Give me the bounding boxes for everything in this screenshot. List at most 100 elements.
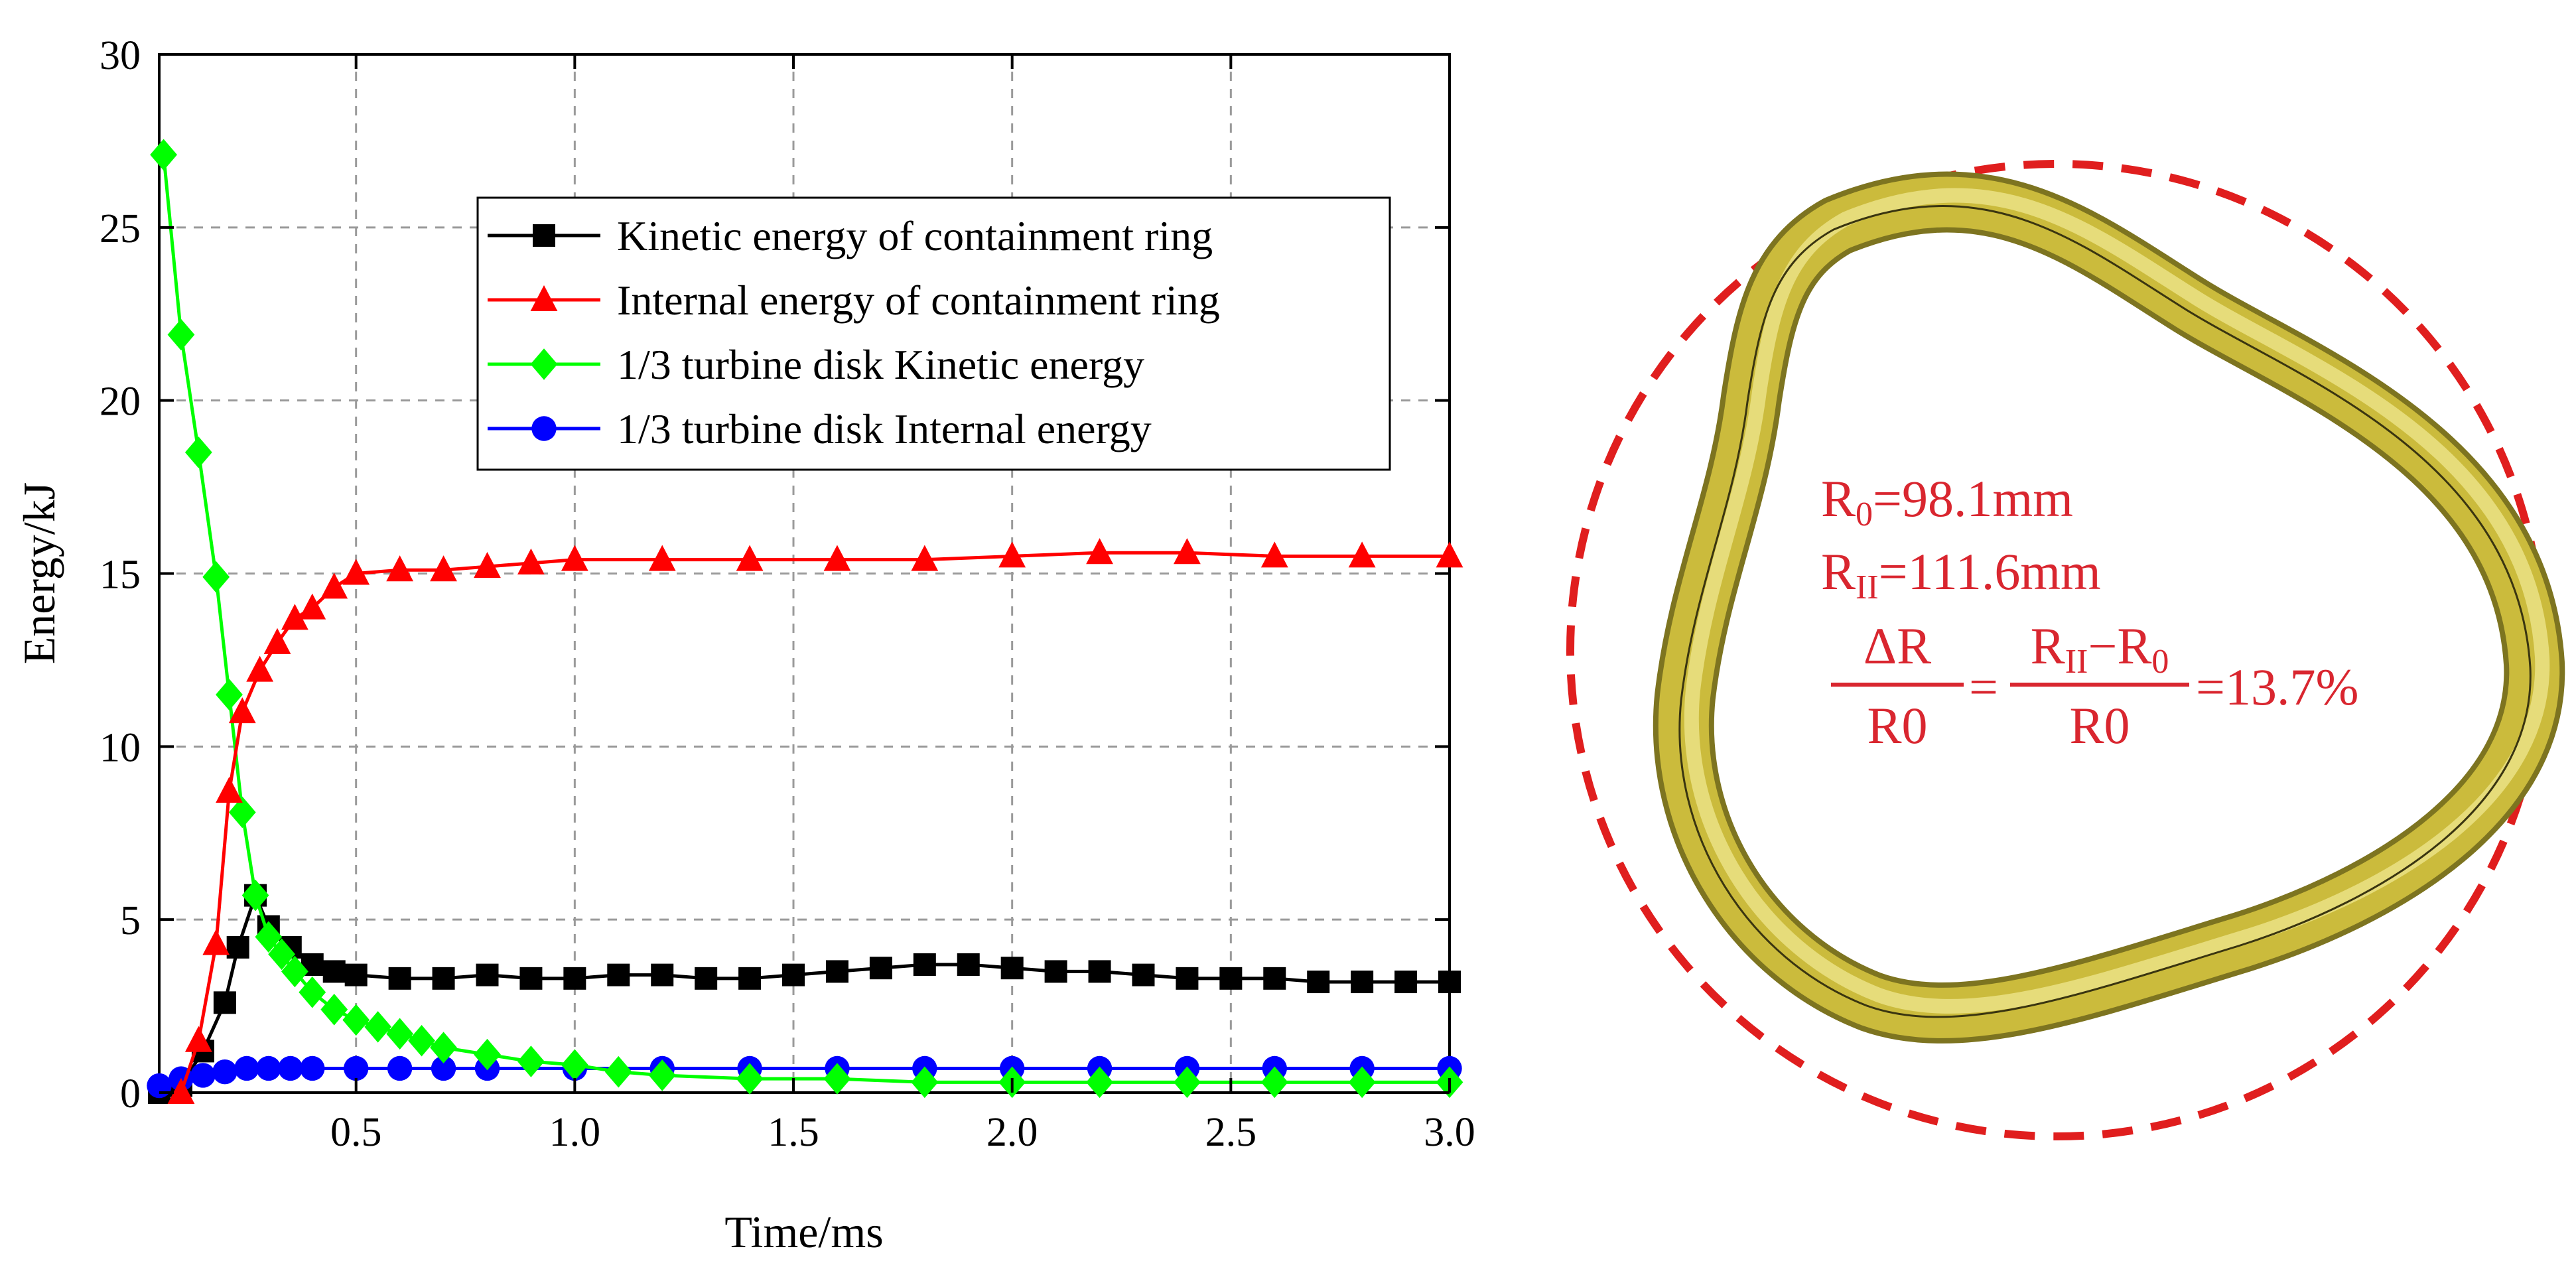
y-tick-label: 5 (120, 898, 141, 943)
data-point (911, 545, 939, 571)
data-point (255, 921, 283, 953)
data-point (869, 957, 892, 980)
x-tick-label: 1.0 (549, 1110, 601, 1155)
data-point (1436, 541, 1463, 568)
data-point (476, 963, 499, 986)
data-point (823, 1063, 851, 1095)
data-point (342, 559, 370, 585)
data-point (1086, 1066, 1113, 1099)
data-point (281, 604, 308, 630)
data-point (823, 545, 851, 571)
legend-label: Kinetic energy of containment ring (617, 212, 1213, 259)
data-point (561, 545, 588, 571)
data-point (184, 437, 212, 468)
data-point (343, 1055, 369, 1081)
data-point (911, 1066, 939, 1099)
data-point (1088, 960, 1111, 983)
data-point (474, 551, 501, 578)
data-point (1394, 971, 1418, 994)
data-point (167, 1077, 195, 1104)
data-point (268, 938, 296, 971)
data-point (216, 777, 243, 803)
x-tick-label: 2.0 (986, 1110, 1038, 1155)
legend-marker (530, 285, 558, 311)
y-tick-label: 20 (100, 379, 141, 425)
x-tick-label: 3.0 (1424, 1110, 1475, 1155)
data-point (998, 541, 1026, 568)
legend-label: 1/3 turbine disk Kinetic energy (617, 341, 1144, 388)
data-point (213, 991, 236, 1014)
data-point (1260, 1066, 1288, 1099)
data-point (344, 963, 368, 986)
data-point (1086, 538, 1113, 565)
data-point (604, 1055, 632, 1088)
data-point (517, 1046, 545, 1077)
legend-item: 1/3 turbine disk Internal energy (488, 405, 1152, 452)
r0-label: R0=98.1mm (1821, 470, 2073, 533)
legend-item: Internal energy of containment ring (488, 277, 1220, 324)
data-point (430, 1032, 457, 1063)
data-point (607, 963, 630, 986)
legend: Kinetic energy of containment ring Intern… (476, 196, 1391, 471)
fraction-2-denominator: R0 (2069, 697, 2130, 754)
data-point (299, 976, 326, 1008)
y-axis-title: Energy/kJ (14, 482, 64, 665)
data-point (322, 960, 346, 983)
fraction-1-numerator: ΔR (1864, 617, 1931, 675)
data-point (299, 593, 326, 620)
legend-item: 1/3 turbine disk Kinetic energy (488, 341, 1144, 388)
data-point (474, 1038, 501, 1071)
r2-label: RII=111.6mm (1821, 543, 2101, 606)
data-point (648, 1059, 676, 1091)
data-point (1260, 541, 1288, 568)
deformation-annotation: R0=98.1mm RII=111.6mm ΔR R0 = RII−R0 R0 … (1821, 470, 2358, 754)
y-tick-label: 10 (100, 725, 141, 770)
data-point (388, 967, 411, 990)
data-point (430, 555, 457, 582)
data-point (234, 1055, 259, 1081)
data-point (1176, 967, 1199, 990)
data-point (1348, 541, 1376, 568)
data-point (1219, 967, 1243, 990)
data-point (1348, 1066, 1376, 1099)
data-point (519, 967, 543, 990)
data-point (563, 967, 586, 990)
y-tick-label: 15 (100, 553, 141, 598)
data-point (736, 545, 764, 571)
data-point (212, 1059, 237, 1085)
data-point (1438, 971, 1461, 994)
data-point (648, 545, 676, 571)
y-tick-label: 0 (120, 1071, 141, 1116)
data-point (386, 555, 414, 582)
data-point (1174, 1066, 1201, 1099)
energy-chart: 0.5 1.0 1.5 2.0 2.5 3.0 0 5 10 15 20 25 30 Time/ms E… (14, 33, 1475, 1257)
legend-box (476, 196, 1391, 471)
fraction-2-numerator: RII−R0 (2031, 617, 2169, 681)
data-point (320, 994, 348, 1026)
data-point (1307, 971, 1330, 994)
result-label: =13.7% (2196, 658, 2358, 716)
data-point (561, 1049, 588, 1081)
data-point (913, 953, 936, 976)
x-tick-label: 1.5 (768, 1110, 819, 1155)
deformed-ring-figure: R0=98.1mm RII=111.6mm ΔR R0 = RII−R0 R0 … (1566, 160, 2565, 1140)
data-point (226, 935, 249, 959)
data-point (1132, 963, 1155, 986)
y-tick-label: 30 (100, 33, 141, 78)
legend-label: 1/3 turbine disk Internal energy (617, 405, 1152, 452)
data-point (147, 1073, 172, 1099)
data-point (342, 1004, 370, 1036)
data-point (228, 697, 256, 724)
series-layer (147, 139, 1463, 1104)
data-point (364, 1011, 392, 1043)
data-point (695, 967, 718, 990)
tick-labels: 0.5 1.0 1.5 2.0 2.5 3.0 0 5 10 15 20 25 30 (100, 33, 1475, 1155)
data-point (216, 679, 243, 710)
data-point (738, 967, 762, 990)
data-point (281, 955, 308, 988)
series-3 (150, 139, 1463, 1099)
data-point (246, 655, 274, 682)
legend-item: Kinetic energy of containment ring (488, 212, 1213, 259)
data-point (241, 879, 269, 912)
x-tick-label: 0.5 (330, 1110, 382, 1155)
